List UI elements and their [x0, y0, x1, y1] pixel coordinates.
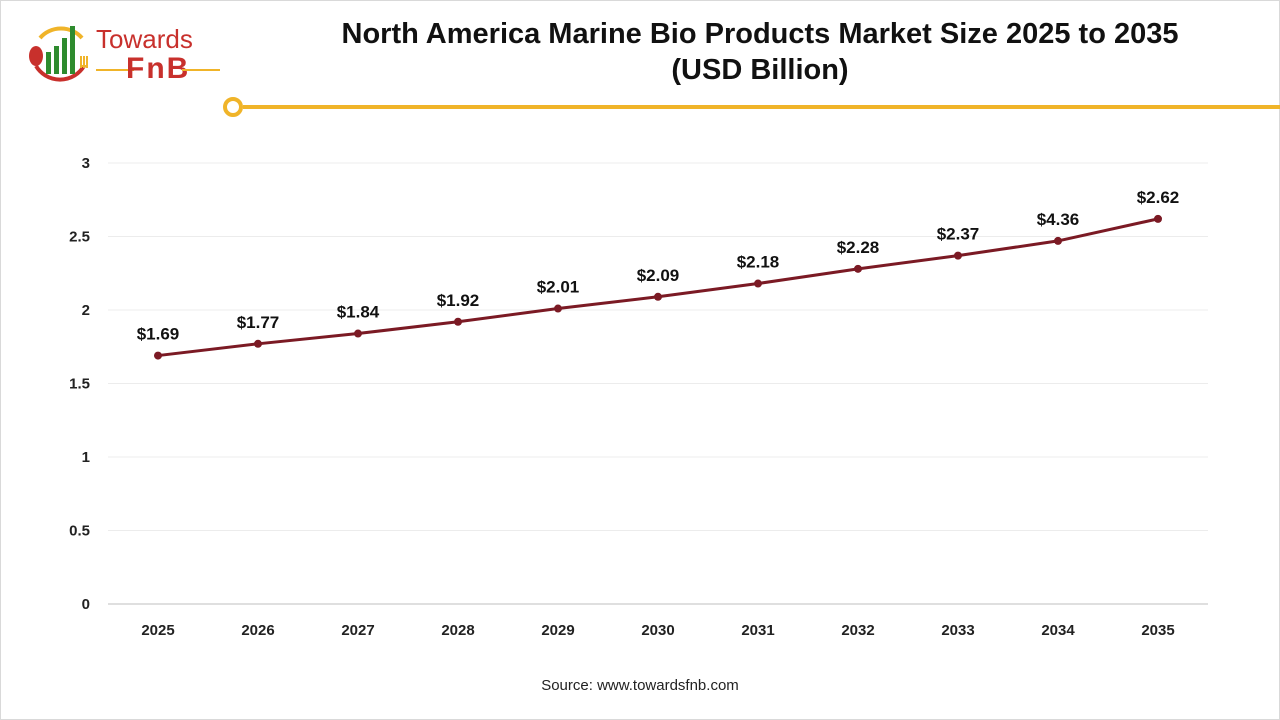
data-point	[854, 264, 862, 273]
data-point	[754, 279, 762, 288]
data-label: $2.09	[637, 266, 680, 285]
y-tick-label: 2	[82, 302, 90, 319]
x-tick-label: 2027	[341, 622, 374, 639]
data-label: $2.37	[937, 225, 980, 244]
logo-divider	[96, 69, 134, 71]
data-point	[154, 351, 162, 360]
data-label: $2.18	[737, 253, 780, 272]
x-tick-label: 2035	[1141, 622, 1174, 639]
x-tick-label: 2032	[841, 622, 874, 639]
x-tick-label: 2029	[541, 622, 574, 639]
x-tick-label: 2030	[641, 622, 674, 639]
data-label: $2.01	[537, 278, 580, 297]
y-tick-label: 0	[82, 596, 90, 613]
data-label: $1.84	[337, 303, 380, 322]
data-point	[454, 317, 462, 326]
logo: Towards FnB	[26, 18, 220, 88]
logo-divider	[182, 69, 220, 71]
logo-text-top: Towards	[96, 24, 193, 54]
y-tick-label: 1	[82, 449, 90, 466]
y-tick-label: 1.5	[69, 376, 90, 393]
data-point	[354, 329, 362, 338]
title-line-1: North America Marine Bio Products Market…	[341, 18, 1179, 50]
logo-text-bottom: FnB	[126, 52, 191, 85]
data-label: $1.92	[437, 291, 480, 310]
data-label: $2.28	[837, 238, 880, 257]
source-note: Source: www.towardsfnb.com	[541, 677, 739, 694]
x-tick-label: 2028	[441, 622, 474, 639]
x-tick-label: 2025	[141, 622, 174, 639]
x-tick-label: 2033	[941, 622, 974, 639]
data-label: $1.77	[237, 313, 280, 332]
data-point	[1054, 236, 1062, 245]
x-tick-label: 2031	[741, 622, 774, 639]
y-tick-label: 0.5	[69, 523, 90, 540]
data-point	[554, 304, 562, 313]
data-point	[254, 339, 262, 348]
data-label: $1.69	[137, 325, 180, 344]
chart-title: North America Marine Bio Products Market…	[260, 16, 1260, 88]
x-tick-label: 2026	[241, 622, 274, 639]
logo-icon	[29, 26, 88, 82]
data-point	[954, 251, 962, 260]
title-line-2: (USD Billion)	[671, 54, 849, 86]
y-tick-label: 3	[82, 155, 90, 172]
x-tick-label: 2034	[1041, 622, 1075, 639]
series-line	[157, 217, 1159, 358]
data-point	[1154, 214, 1162, 223]
accent-circle	[223, 97, 243, 117]
data-label: $4.36	[1037, 210, 1080, 229]
y-tick-label: 2.5	[69, 229, 90, 246]
data-point	[654, 292, 662, 301]
data-label: $2.62	[1137, 188, 1180, 207]
